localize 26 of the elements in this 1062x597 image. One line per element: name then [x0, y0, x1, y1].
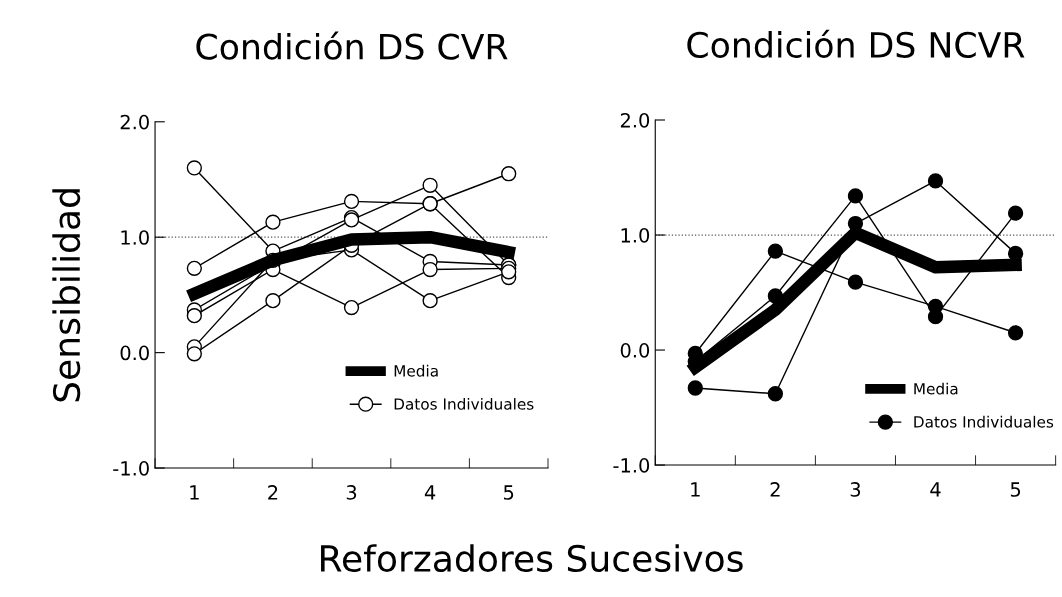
y-tick-label: 1.0	[121, 230, 149, 245]
legend-label: Media	[394, 364, 438, 377]
x-axis-title: Reforzadores Sucesivos	[321, 544, 743, 573]
y-tick-label: 0.0	[620, 343, 650, 358]
x-tick-label: 4	[424, 485, 436, 500]
x-tick-label: 3	[850, 482, 861, 497]
chart-title: Condición DS NCVR	[687, 29, 1025, 58]
x-tick-label: 3	[346, 485, 357, 500]
y-tick-label: -1.0	[613, 458, 650, 473]
y-tick-label: 2.0	[620, 112, 650, 128]
x-tick-label: 5	[1010, 482, 1021, 497]
legend-label: Datos Individuales	[394, 397, 534, 410]
legend-label: Datos Individuales	[914, 415, 1054, 428]
y-tick-label: -1.0	[113, 461, 149, 476]
chart-title: Condición DS CVR	[196, 31, 508, 60]
x-tick-label: 1	[190, 485, 199, 500]
y-tick-label: 1.0	[621, 227, 650, 243]
x-tick-label: 1	[691, 482, 700, 497]
x-tick-label: 5	[504, 485, 514, 500]
y-tick-label: 0.0	[120, 345, 149, 361]
x-tick-label: 2	[770, 482, 780, 497]
legend-label: Media	[914, 382, 958, 395]
y-axis-title: Sensibilidad	[52, 189, 81, 402]
y-tick-label: 2.0	[120, 114, 149, 130]
x-tick-label: 4	[930, 482, 941, 497]
x-tick-label: 2	[268, 485, 278, 500]
